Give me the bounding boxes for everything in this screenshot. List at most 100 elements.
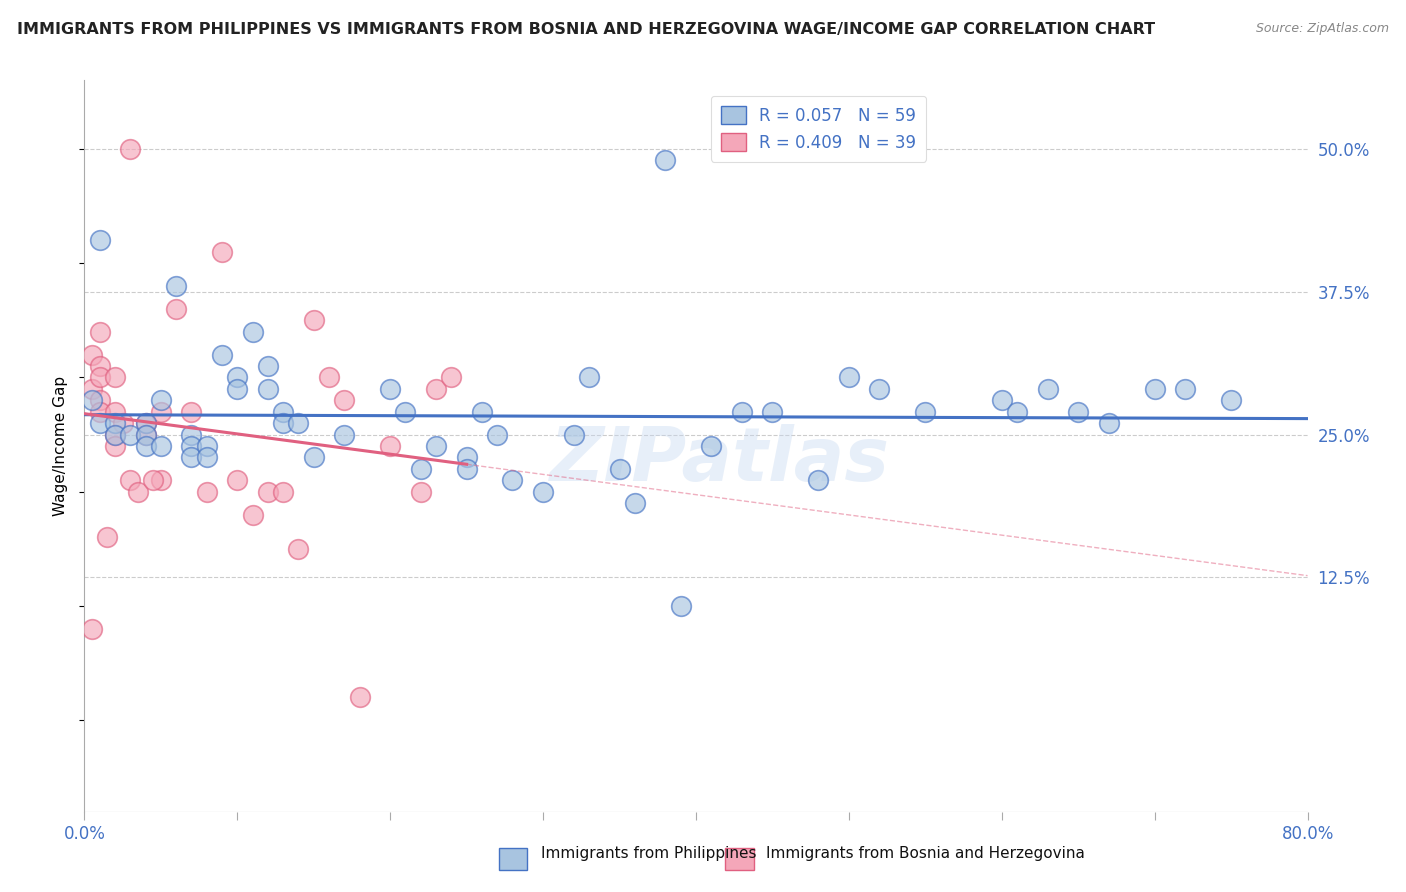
Point — [180, 405, 202, 419]
Point — [89, 359, 111, 373]
Text: Immigrants from Philippines: Immigrants from Philippines — [541, 847, 756, 861]
Point — [135, 427, 157, 442]
Point — [425, 382, 447, 396]
Point — [302, 313, 325, 327]
Point — [333, 427, 356, 442]
Text: IMMIGRANTS FROM PHILIPPINES VS IMMIGRANTS FROM BOSNIA AND HERZEGOVINA WAGE/INCOM: IMMIGRANTS FROM PHILIPPINES VS IMMIGRANT… — [17, 22, 1154, 37]
Point — [838, 370, 860, 384]
Point — [80, 393, 103, 408]
Point — [80, 382, 103, 396]
Point — [104, 370, 127, 384]
Y-axis label: Wage/Income Gap: Wage/Income Gap — [53, 376, 69, 516]
Point — [180, 450, 202, 465]
Legend: R = 0.057   N = 59, R = 0.409   N = 39: R = 0.057 N = 59, R = 0.409 N = 39 — [710, 96, 927, 161]
Point — [242, 508, 264, 522]
Point — [135, 416, 157, 430]
Point — [440, 370, 463, 384]
Point — [257, 382, 280, 396]
Point — [104, 427, 127, 442]
Point — [211, 244, 233, 259]
Point — [80, 347, 103, 362]
Point — [271, 484, 294, 499]
Point — [807, 473, 830, 487]
Text: Immigrants from Bosnia and Herzegovina: Immigrants from Bosnia and Herzegovina — [766, 847, 1085, 861]
Point — [394, 405, 416, 419]
Point — [456, 462, 478, 476]
Point — [456, 450, 478, 465]
Point — [195, 439, 218, 453]
Point — [80, 622, 103, 636]
Point — [149, 393, 172, 408]
Point — [104, 416, 127, 430]
Point — [271, 405, 294, 419]
Point — [1098, 416, 1121, 430]
Point — [111, 416, 134, 430]
Point — [1143, 382, 1166, 396]
Point — [380, 382, 402, 396]
Text: ZIPatlas: ZIPatlas — [550, 424, 890, 497]
Point — [562, 427, 585, 442]
Point — [120, 473, 142, 487]
Point — [731, 405, 754, 419]
Point — [991, 393, 1014, 408]
Point — [211, 347, 233, 362]
Point — [104, 439, 127, 453]
Point — [89, 393, 111, 408]
Text: Source: ZipAtlas.com: Source: ZipAtlas.com — [1256, 22, 1389, 36]
Point — [609, 462, 631, 476]
Point — [165, 279, 187, 293]
Point — [180, 439, 202, 453]
Point — [104, 405, 127, 419]
Point — [96, 530, 118, 544]
Point — [409, 484, 432, 499]
Point — [149, 439, 172, 453]
Point — [669, 599, 692, 613]
Point — [471, 405, 494, 419]
Point — [89, 325, 111, 339]
Point — [89, 370, 111, 384]
Point — [302, 450, 325, 465]
Point — [226, 382, 249, 396]
Point — [1220, 393, 1243, 408]
Point — [127, 484, 149, 499]
Point — [195, 450, 218, 465]
Point — [257, 359, 280, 373]
Point — [226, 370, 249, 384]
Point — [242, 325, 264, 339]
Point — [149, 405, 172, 419]
Point — [1005, 405, 1028, 419]
Point — [104, 427, 127, 442]
Point — [271, 416, 294, 430]
Point — [89, 233, 111, 247]
Point — [425, 439, 447, 453]
Point — [120, 427, 142, 442]
Point — [869, 382, 891, 396]
Point — [380, 439, 402, 453]
Point — [502, 473, 524, 487]
Point — [180, 427, 202, 442]
Point — [624, 496, 647, 510]
Point — [257, 484, 280, 499]
Point — [165, 301, 187, 316]
Point — [135, 439, 157, 453]
Point — [318, 370, 340, 384]
Point — [149, 473, 172, 487]
Point — [226, 473, 249, 487]
Point — [135, 416, 157, 430]
Point — [195, 484, 218, 499]
Point — [700, 439, 723, 453]
Point — [654, 153, 676, 168]
Point — [287, 541, 309, 556]
Point — [409, 462, 432, 476]
Point — [135, 427, 157, 442]
Point — [578, 370, 600, 384]
Point — [142, 473, 165, 487]
Point — [531, 484, 554, 499]
Point — [486, 427, 509, 442]
Point — [1174, 382, 1197, 396]
Point — [1067, 405, 1090, 419]
Point — [1036, 382, 1059, 396]
Point — [89, 416, 111, 430]
Point — [287, 416, 309, 430]
Point — [333, 393, 356, 408]
